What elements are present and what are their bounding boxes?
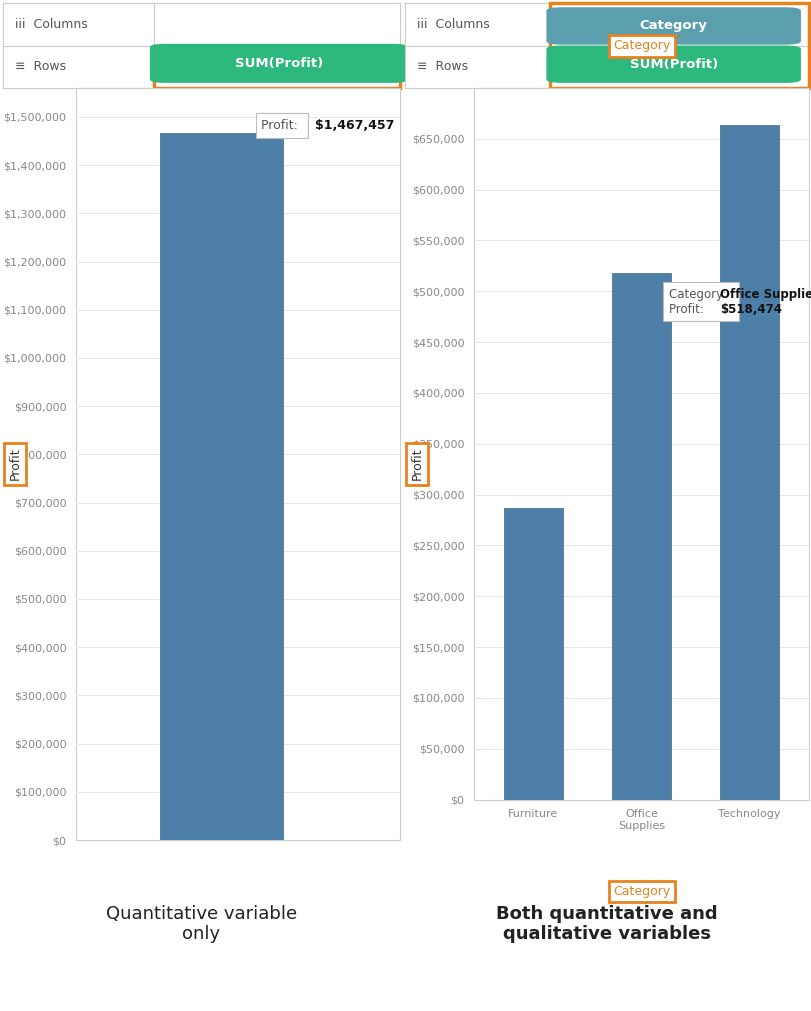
FancyBboxPatch shape bbox=[150, 43, 407, 83]
Bar bbox=[503, 509, 563, 800]
Text: $1,467,457: $1,467,457 bbox=[315, 119, 394, 131]
FancyBboxPatch shape bbox=[546, 7, 800, 44]
Text: Category: Category bbox=[612, 39, 669, 53]
Text: Quantitative variable
only: Quantitative variable only bbox=[105, 905, 297, 943]
Text: Both quantitative and
qualitative variables: Both quantitative and qualitative variab… bbox=[496, 905, 717, 943]
Text: iii  Columns: iii Columns bbox=[417, 18, 489, 30]
Text: SUM(Profit): SUM(Profit) bbox=[629, 58, 717, 71]
Text: Profit:: Profit: bbox=[261, 119, 302, 131]
Bar bbox=[611, 273, 671, 800]
Text: Category: Category bbox=[639, 19, 706, 32]
Text: Category: 
Profit:: Category: Profit: bbox=[667, 288, 732, 315]
Text: Office Supplies
$518,474: Office Supplies $518,474 bbox=[719, 288, 811, 315]
Text: Profit: Profit bbox=[410, 448, 423, 480]
Text: Profit: Profit bbox=[9, 448, 22, 480]
Text: ≡  Rows: ≡ Rows bbox=[15, 61, 66, 73]
Text: iii  Columns: iii Columns bbox=[15, 18, 88, 30]
Bar bbox=[719, 124, 779, 800]
Text: ≡  Rows: ≡ Rows bbox=[417, 61, 468, 73]
Bar bbox=[160, 132, 282, 840]
Text: ☞: ☞ bbox=[222, 102, 238, 120]
Text: SUM(Profit): SUM(Profit) bbox=[234, 57, 323, 70]
Text: Category: Category bbox=[612, 885, 669, 898]
Text: ☞: ☞ bbox=[637, 247, 653, 265]
FancyBboxPatch shape bbox=[546, 45, 800, 83]
